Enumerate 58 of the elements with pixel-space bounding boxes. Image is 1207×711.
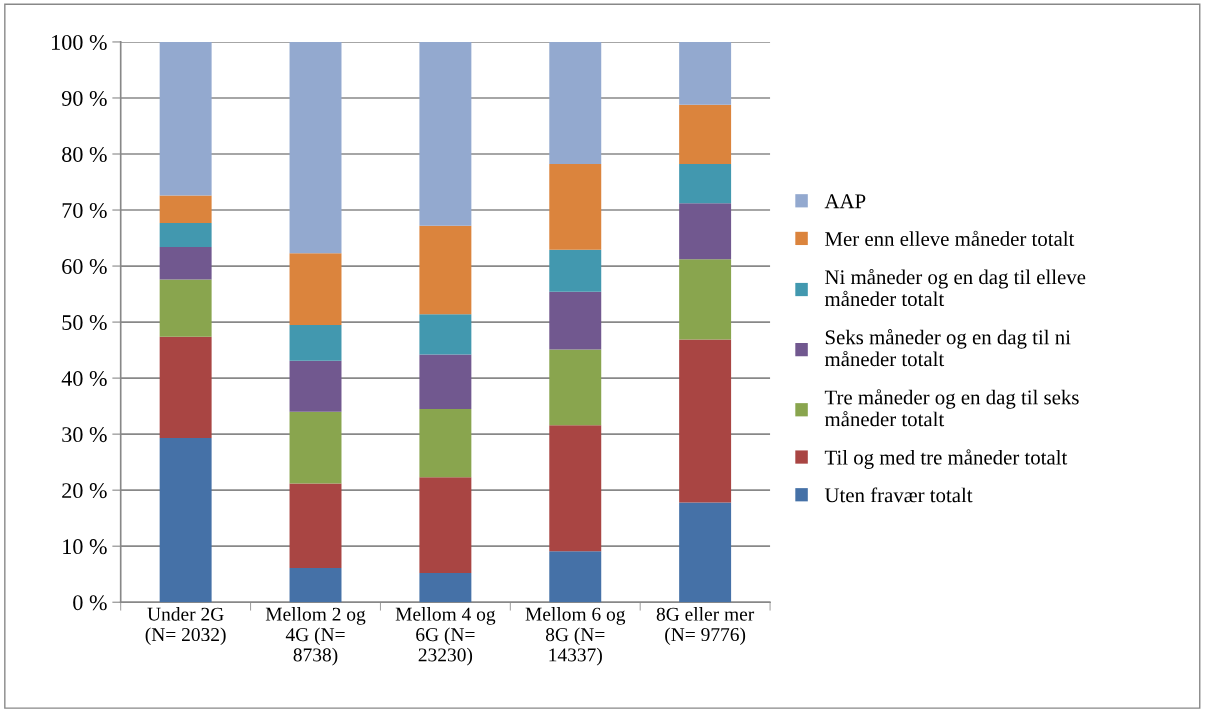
bar [419,477,472,574]
bar [289,41,342,254]
bar [419,41,472,226]
bar [549,164,602,250]
bar [419,225,472,315]
bar [419,354,472,409]
bar [549,349,602,426]
bar [419,408,472,478]
legend-label: Uten fravær totalt [824,487,973,503]
legend-label: Til og med tre måneder totalt [824,449,1068,469]
legend-label: Ni måneder og en dag til elleve måneder totalt [824,268,1086,307]
bar [289,324,342,361]
y-tick-label: 40 % [61,371,107,387]
bar [679,164,732,204]
legend-label: Mer enn elleve måneder totalt [825,230,1075,246]
bar [679,339,732,503]
y-tick-label: 50 % [62,315,107,331]
bar [549,249,602,292]
bar [159,279,212,337]
y-tick-label: 70 % [62,202,107,219]
bar [549,551,602,603]
bar [159,195,212,223]
bar [289,483,342,569]
bar [679,259,732,340]
bar [159,247,212,280]
y-tick-label: 80 % [62,146,107,162]
bar [289,253,342,325]
x-tick-label: Mellom 4 og 6G (N= 23230) [395,607,496,666]
bar [679,104,732,165]
y-tick-label: 60 % [62,258,107,275]
x-tick-label: Mellom 6 og 8G (N= 14337) [525,607,626,666]
legend-label: AAP [824,194,866,209]
x-tick-label: 8G eller mer (N= 9776) [656,607,755,646]
y-tick-label: 20 % [62,483,107,499]
bar [679,502,732,603]
bar [159,222,212,248]
bar [549,41,602,165]
x-tick-label: Under 2G (N= 2032) [145,607,226,646]
y-tick-label: 90 % [61,90,107,106]
bar [419,573,472,603]
bar [159,41,212,196]
legend-label: Seks måneder og en dag til ni måneder totalt [824,329,1071,367]
bar [159,336,212,439]
bar [289,411,342,484]
y-tick-label: 100 % [52,34,107,50]
y-tick-label: 30 % [62,427,107,443]
bar [549,291,602,350]
bar [679,203,732,260]
y-tick-label: 0 % [73,595,107,611]
bar [549,425,602,552]
x-tick-label: Mellom 2 og 4G (N= 8738) [265,607,366,666]
bar [159,438,212,603]
bar [289,568,342,603]
bar [419,314,472,355]
legend-label: Tre måneder og en dag til seks måneder totalt [824,389,1079,427]
bar [679,41,732,105]
bar [289,360,342,412]
y-tick-label: 10 % [63,539,107,555]
